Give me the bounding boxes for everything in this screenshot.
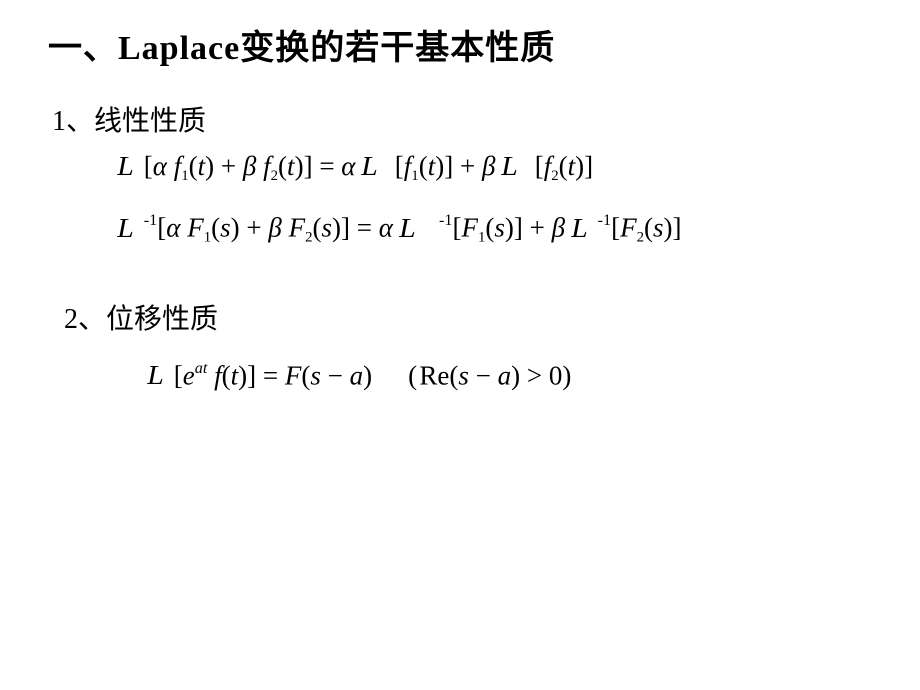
section-2-heading: 2、位移性质 [64,297,872,337]
equation-linearity-inverse: L -1[α F1(s) + β F2(s)] = α L -1[F1(s)] … [118,211,872,247]
equation-linearity-forward: L [α f1(t) + β f2(t)] = α L [f1(t)] + β … [118,151,872,185]
section-1-heading: 1、线性性质 [52,99,872,139]
slide: 一、Laplace变换的若干基本性质 1、线性性质 L [α f1(t) + β… [0,0,920,391]
page-title: 一、Laplace变换的若干基本性质 [48,20,872,69]
equation-shift: L [eat f(t)] = F(s − a)( Re(s − a) > 0) [148,359,872,391]
